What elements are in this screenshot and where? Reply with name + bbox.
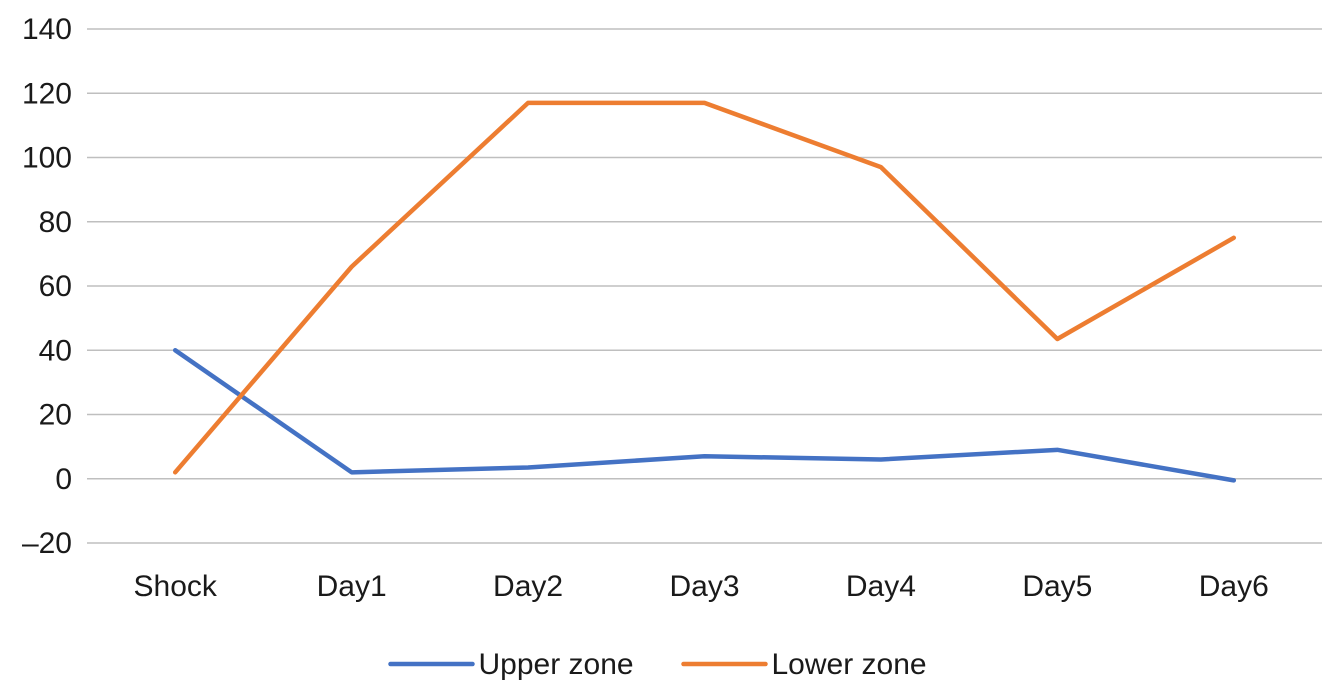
- series-line-lower-zone: [172, 100, 1237, 475]
- x-tick-label: Day2: [493, 570, 563, 603]
- x-tick-label: Day4: [846, 570, 916, 603]
- y-tick-label: 0: [55, 463, 72, 496]
- y-tick-label: 60: [39, 270, 72, 303]
- y-tick-label: –20: [22, 527, 72, 560]
- y-tick-label: 40: [39, 334, 72, 367]
- x-tick-label: Day5: [1022, 570, 1092, 603]
- legend-label: Lower zone: [772, 648, 927, 681]
- y-tick-label: 20: [39, 399, 72, 432]
- x-tick-label: Day6: [1199, 570, 1269, 603]
- series-line-upper-zone: [172, 348, 1237, 483]
- y-tick-label: 80: [39, 206, 72, 239]
- series-lines: [172, 100, 1237, 483]
- legend-label: Upper zone: [479, 648, 634, 681]
- x-tick-label: Day3: [669, 570, 739, 603]
- x-tick-label: Shock: [134, 570, 218, 603]
- y-tick-label: 120: [22, 77, 72, 110]
- y-axis-ticks: 140 120 100 80 60 40 20 0 –20: [22, 13, 72, 560]
- y-tick-label: 100: [22, 142, 72, 175]
- x-axis-ticks: Shock Day1 Day2 Day3 Day4 Day5 Day6: [134, 570, 1269, 603]
- gridlines: [87, 28, 1322, 544]
- y-tick-label: 140: [22, 13, 72, 46]
- legend: Upper zone Lower zone: [388, 648, 927, 681]
- x-tick-label: Day1: [317, 570, 387, 603]
